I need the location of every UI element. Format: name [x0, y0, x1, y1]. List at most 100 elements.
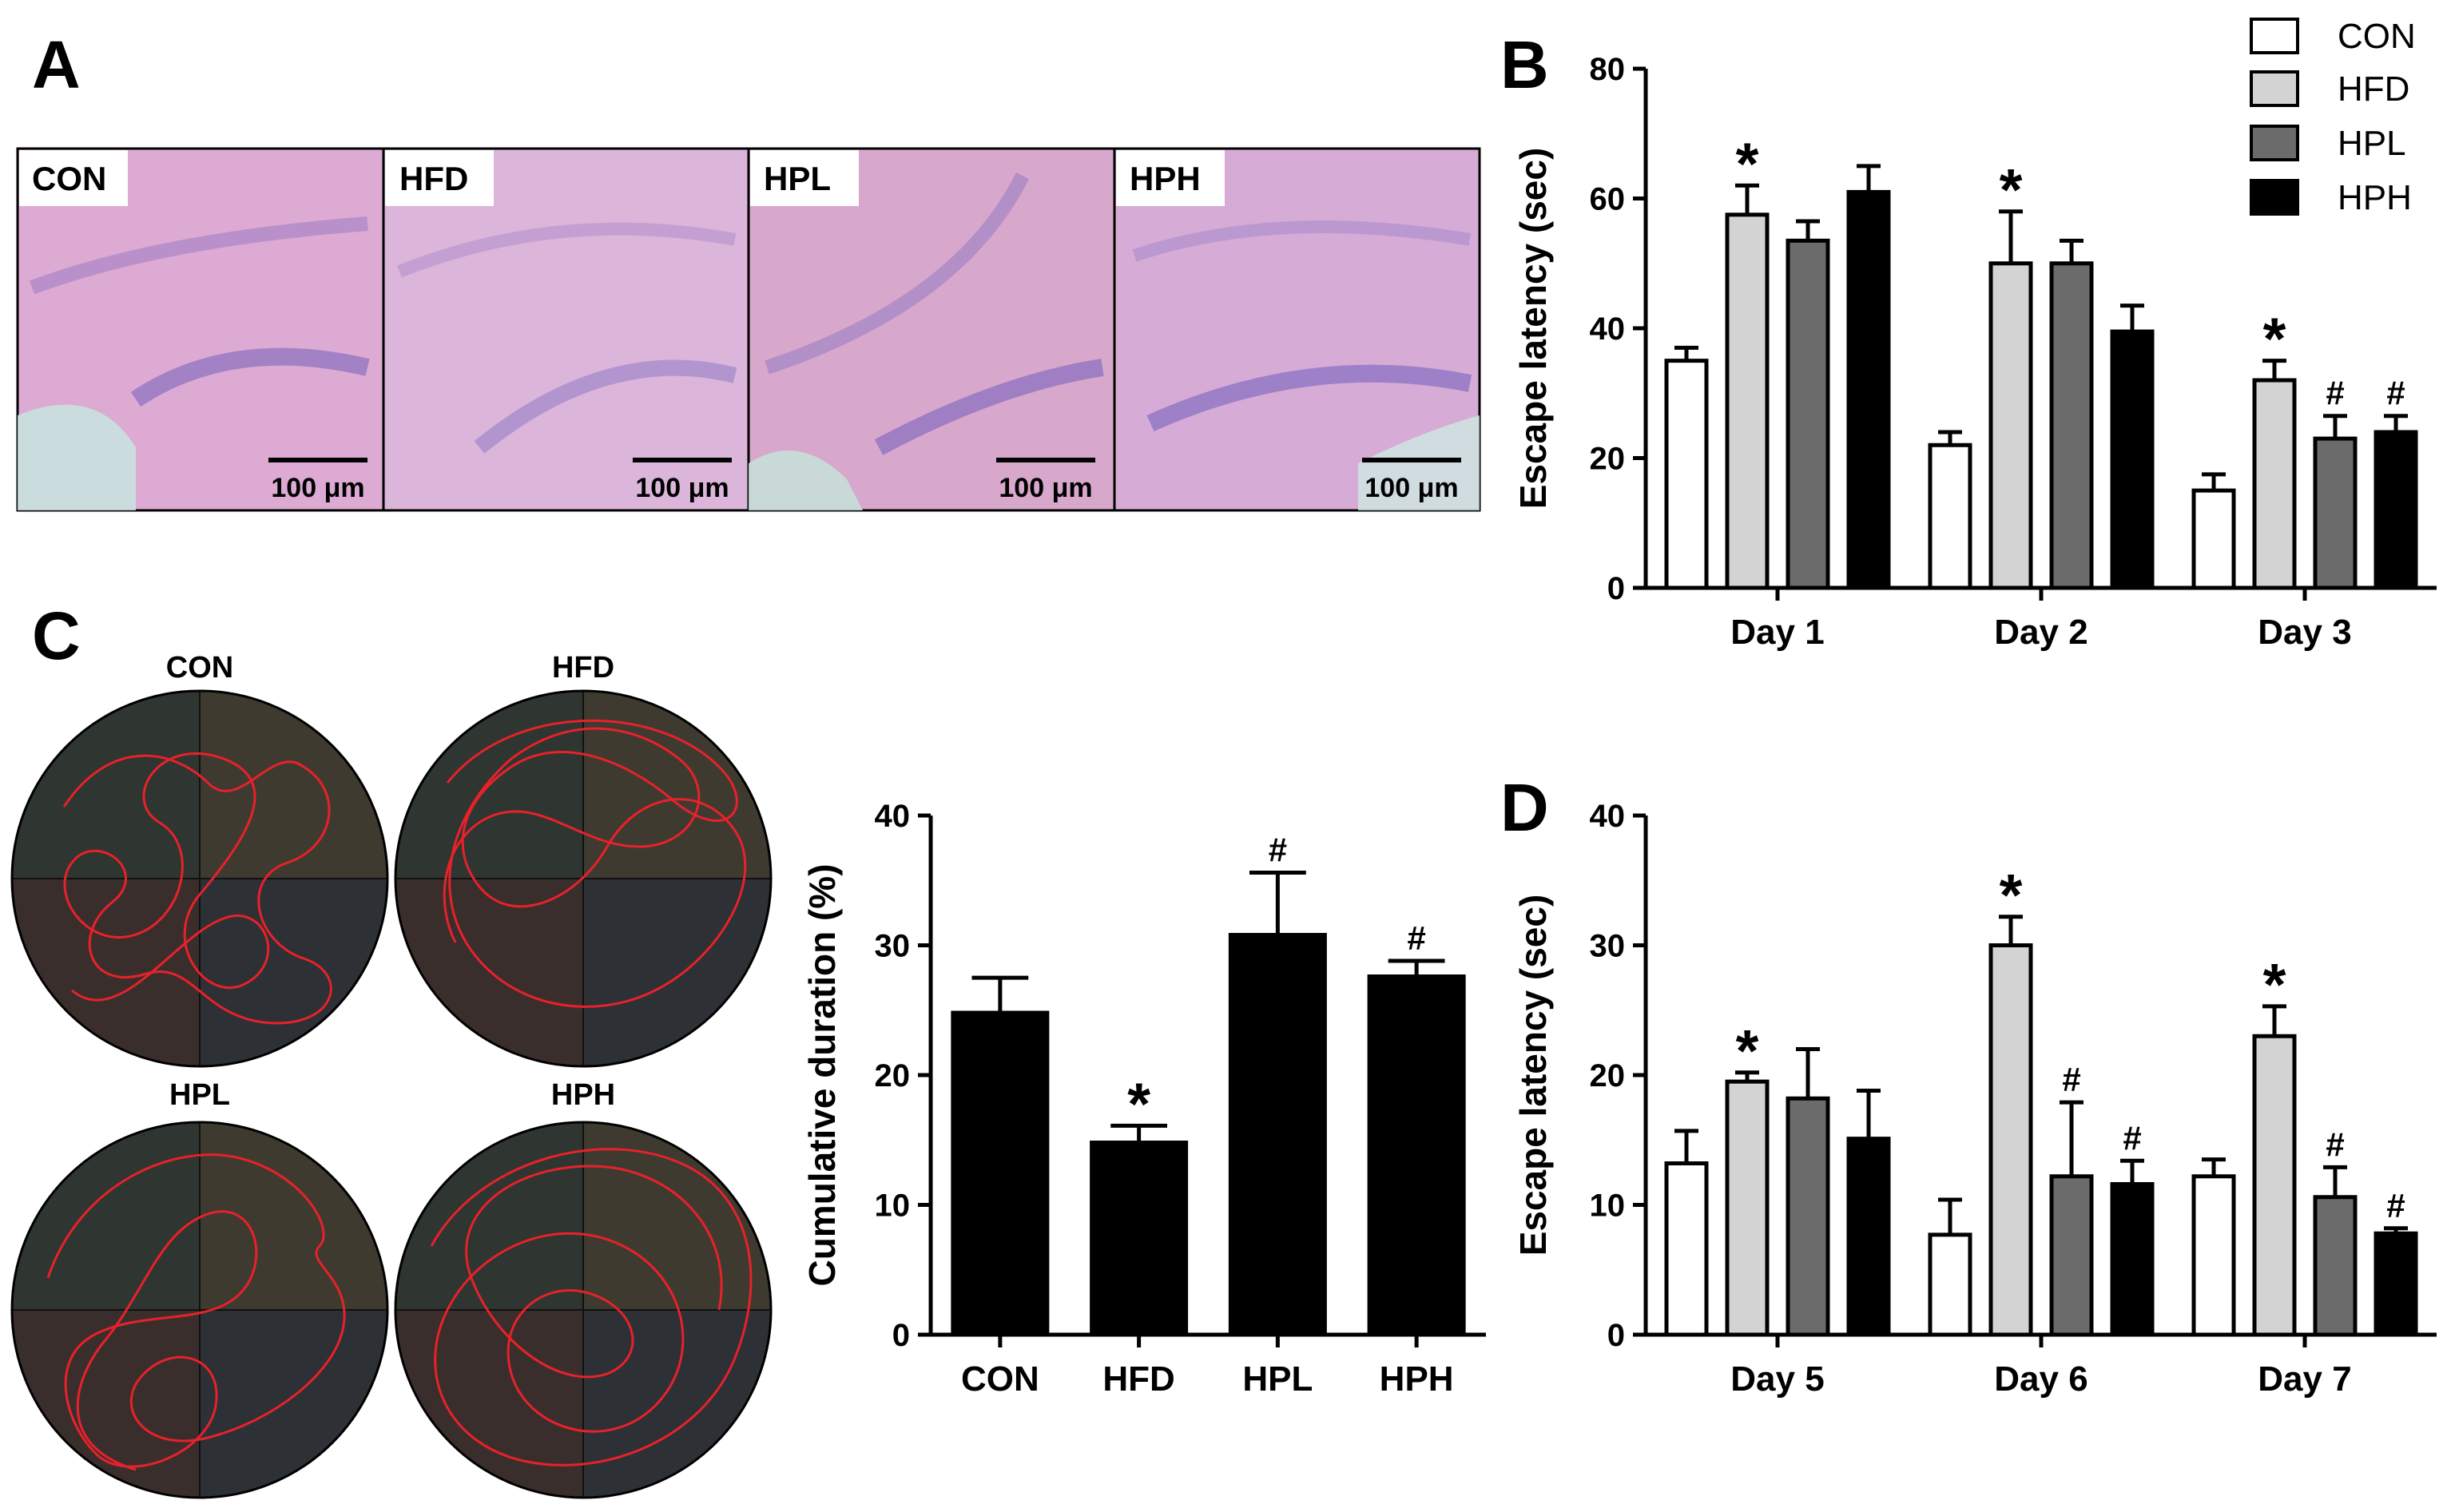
bar	[2191, 488, 2236, 590]
swim-track-hph	[394, 1121, 773, 1499]
bar	[2049, 1174, 2094, 1337]
bar	[1786, 1096, 1830, 1337]
significance-mark: *	[2263, 951, 2286, 1018]
legend-swatch	[2250, 70, 2299, 107]
histology-panel: CON 100 μm HFD 100 μm HPL 100 μm	[16, 147, 1481, 512]
bar	[2252, 1034, 2297, 1337]
bar	[1786, 238, 1830, 590]
y-tick-label: 20	[1590, 442, 1626, 477]
x-tick-label: Day 6	[1994, 1359, 2087, 1399]
bar	[1725, 212, 1770, 590]
significance-mark: *	[1127, 1070, 1150, 1137]
histology-image-hph: HPH 100 μm	[1113, 147, 1481, 512]
legend-label: HFD	[2338, 69, 2409, 109]
scale-bar-label: 100 μm	[999, 473, 1092, 503]
bar	[1928, 1232, 1972, 1337]
histology-label: CON	[32, 160, 106, 197]
y-tick-label: 0	[1607, 571, 1625, 606]
x-tick-label: Day 1	[1730, 613, 1824, 652]
panel-letter-a: A	[32, 27, 81, 102]
panel-letter-b: B	[1500, 27, 1549, 102]
y-tick-label: 30	[1590, 929, 1626, 964]
y-tick-label: 80	[1590, 52, 1626, 87]
bar	[2110, 329, 2155, 590]
y-axis-label: Escape latency (sec)	[1512, 895, 1554, 1256]
y-tick-label: 10	[875, 1189, 911, 1224]
histology-label: HFD	[399, 160, 468, 197]
swim-track-hpl	[10, 1121, 389, 1499]
bar	[2049, 261, 2094, 590]
bar	[1090, 1141, 1189, 1337]
scale-bar-label: 100 μm	[1365, 473, 1458, 503]
bar	[1664, 1161, 1709, 1337]
y-tick-label: 40	[1590, 799, 1626, 834]
bar	[2374, 430, 2418, 590]
bar	[1846, 1137, 1891, 1337]
y-tick-label: 40	[875, 799, 911, 834]
significance-mark: *	[1736, 1018, 1759, 1084]
significance-mark: #	[1269, 831, 1287, 869]
swim-track-con	[10, 689, 389, 1068]
bar	[1928, 442, 1972, 590]
bar	[951, 1010, 1050, 1337]
histology-label: HPH	[1130, 160, 1201, 197]
significance-mark: *	[2000, 157, 2023, 223]
bar	[1988, 943, 2033, 1337]
legend-swatch	[2250, 125, 2299, 161]
y-tick-label: 0	[892, 1318, 910, 1353]
escape-latency-chart-days-1-3: 0 20 40 60 80 Escape latency (sec) Day 1 * Day 2…	[1512, 52, 2437, 652]
legend-swatch	[2250, 18, 2299, 54]
y-tick-label: 20	[1590, 1058, 1626, 1093]
escape-latency-chart-days-5-7: 0 10 20 30 40 Escape latency (sec) Day 5 * Day 6…	[1512, 799, 2437, 1399]
bar	[1846, 189, 1891, 590]
significance-mark: *	[2000, 862, 2023, 928]
bar	[2313, 1195, 2358, 1337]
bar	[2313, 436, 2358, 590]
legend: CON HFD HPL HPH	[2250, 17, 2416, 217]
bar	[1725, 1079, 1770, 1337]
significance-mark: #	[2062, 1061, 2080, 1098]
track-label: HPL	[169, 1078, 230, 1112]
x-tick-label: Day 3	[2258, 613, 2351, 652]
significance-mark: #	[2326, 375, 2344, 412]
bar	[1988, 261, 2033, 590]
bar	[2252, 378, 2297, 590]
histology-image-hpl: HPL 100 μm	[747, 147, 1116, 512]
scale-bar-label: 100 μm	[635, 473, 729, 503]
bar	[2374, 1231, 2418, 1337]
y-axis-label: Escape latency (sec)	[1512, 148, 1554, 510]
histology-image-con: CON 100 μm	[16, 147, 385, 512]
significance-mark: #	[1407, 919, 1425, 957]
x-tick-label: Day 7	[2258, 1359, 2351, 1399]
x-tick-label: HFD	[1102, 1359, 1174, 1399]
bar	[1367, 974, 1466, 1337]
x-tick-label: HPH	[1380, 1359, 1454, 1399]
y-tick-label: 30	[875, 929, 911, 964]
significance-mark: *	[2263, 306, 2286, 372]
y-tick-label: 10	[1590, 1189, 1626, 1224]
y-tick-label: 40	[1590, 312, 1626, 347]
legend-label: HPH	[2338, 178, 2412, 217]
legend-swatch	[2250, 179, 2299, 216]
swim-tracks-panel: CON HFD HPL HPH	[10, 651, 773, 1499]
y-tick-label: 20	[875, 1058, 911, 1093]
bar	[2191, 1174, 2236, 1337]
panel-letter-d: D	[1500, 770, 1549, 845]
cumulative-duration-chart: 0 10 20 30 40 Cumulative duration (%) CON HFD * H…	[801, 799, 1486, 1399]
significance-mark: #	[2326, 1125, 2344, 1163]
histology-image-hfd: HFD 100 μm	[382, 147, 750, 512]
significance-mark: #	[2386, 375, 2405, 412]
bar	[1228, 933, 1327, 1337]
track-label: CON	[166, 651, 233, 685]
y-axis-label: Cumulative duration (%)	[801, 863, 843, 1286]
scale-bar-label: 100 μm	[271, 473, 364, 503]
bar	[1664, 359, 1709, 590]
x-tick-label: Day 2	[1994, 613, 2087, 652]
track-label: HPH	[551, 1078, 615, 1112]
x-tick-label: HPL	[1242, 1359, 1313, 1399]
x-tick-label: CON	[961, 1359, 1039, 1399]
panel-letter-c: C	[32, 598, 81, 673]
histology-label: HPL	[764, 160, 831, 197]
track-label: HFD	[552, 651, 614, 685]
